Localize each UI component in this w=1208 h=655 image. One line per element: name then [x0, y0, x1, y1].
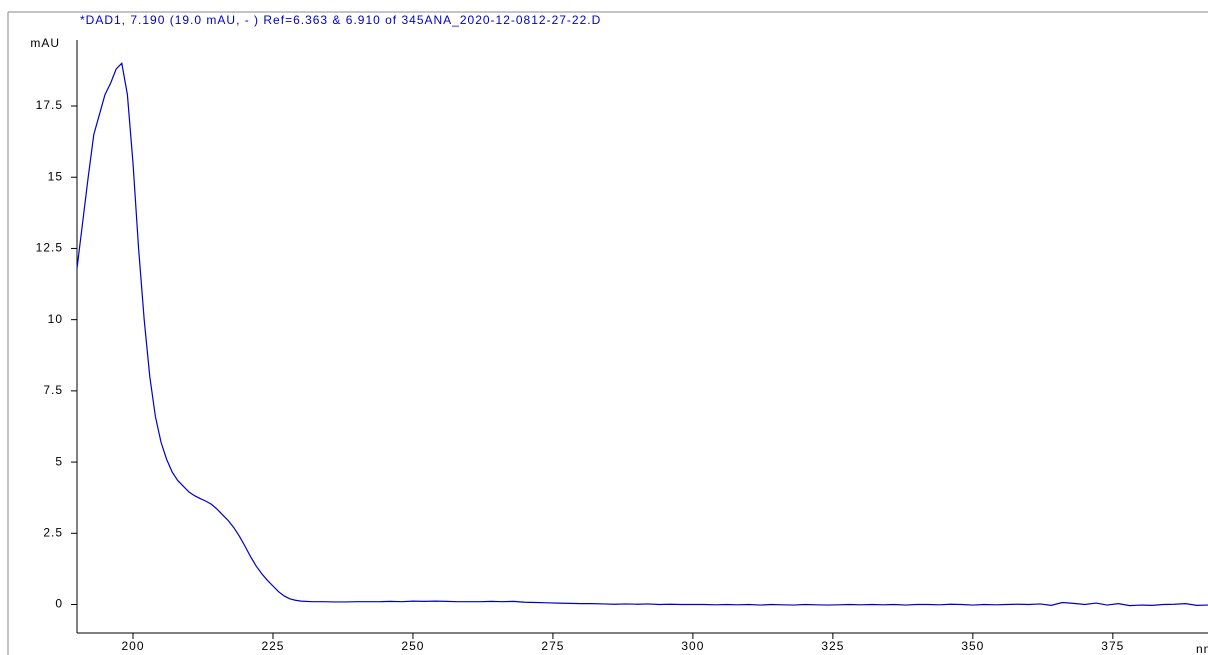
x-tick-label: 200 [121, 639, 144, 653]
x-tick-label: 300 [681, 639, 704, 653]
y-tick-label: 10 [48, 312, 63, 326]
x-tick-label: 350 [961, 639, 984, 653]
y-tick-label: 12.5 [36, 241, 63, 255]
y-tick-label: 17.5 [36, 98, 63, 112]
y-tick-label: 2.5 [43, 525, 63, 539]
x-tick-label: 250 [401, 639, 424, 653]
chart-title: *DAD1, 7.190 (19.0 mAU, - ) Ref=6.363 & … [80, 13, 601, 27]
y-axis-label: mAU [30, 36, 60, 50]
y-tick-label: 7.5 [43, 383, 63, 397]
x-tick-label: 375 [1101, 639, 1124, 653]
x-tick-label: 275 [541, 639, 564, 653]
y-tick-label: 5 [55, 454, 63, 468]
y-tick-label: 0 [55, 597, 63, 611]
x-tick-label: 225 [261, 639, 284, 653]
spectrum-line [76, 62, 1208, 607]
x-axis-label: nm [1196, 642, 1208, 655]
y-tick-label: 15 [48, 169, 63, 183]
x-tick-label: 325 [821, 639, 844, 653]
